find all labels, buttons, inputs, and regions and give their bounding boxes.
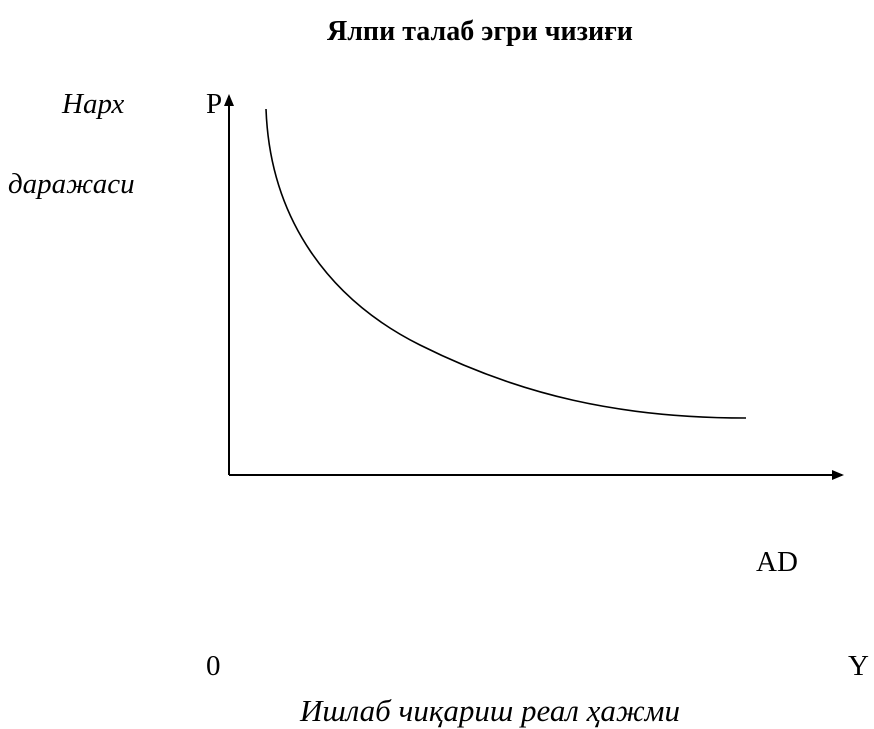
ad-curve (265, 108, 747, 419)
x-axis-label: Ишлаб чиқариш реал ҳажми (300, 693, 680, 728)
ad-curve-label: AD (756, 546, 798, 578)
y-axis-label-line2: даражаси (8, 168, 135, 200)
y-axis-label-line1: Нарх (62, 88, 125, 120)
diagram-title: Ялпи талаб эгри чизиғи (327, 16, 633, 47)
y-axis-symbol: P (206, 88, 223, 120)
x-axis-symbol: Y (848, 650, 869, 682)
origin-label: 0 (206, 650, 221, 682)
